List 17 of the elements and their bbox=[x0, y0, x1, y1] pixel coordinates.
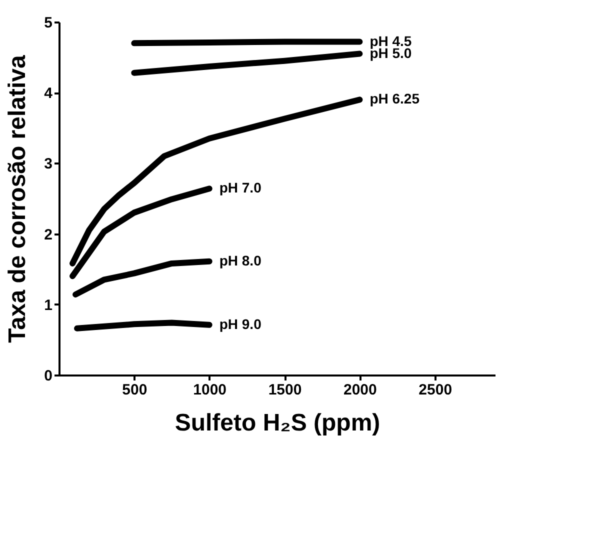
y-tick-label: 0 bbox=[44, 368, 52, 384]
x-tick-label: 1000 bbox=[193, 382, 227, 398]
x-axis-title: Sulfeto H₂S (ppm) bbox=[174, 410, 380, 436]
y-tick-label: 4 bbox=[44, 85, 54, 102]
y-tick-label: 5 bbox=[44, 14, 52, 32]
series-label: pH 7.0 bbox=[219, 180, 262, 196]
y-tick-label: 3 bbox=[44, 156, 52, 173]
series-label: pH 9.0 bbox=[219, 316, 262, 332]
y-tick-label: 2 bbox=[44, 226, 52, 244]
x-tick-label: 2000 bbox=[344, 382, 377, 398]
y-axis-title: Taxa de corrosão relativa bbox=[4, 54, 32, 343]
x-tick-label: 500 bbox=[122, 382, 148, 398]
x-tick-label: 1500 bbox=[268, 382, 302, 398]
x-tick-label: 2500 bbox=[418, 382, 452, 398]
series-label: pH 6.25 bbox=[370, 90, 420, 107]
series-label: pH 8.0 bbox=[219, 252, 262, 268]
y-tick-label: 1 bbox=[44, 296, 52, 314]
